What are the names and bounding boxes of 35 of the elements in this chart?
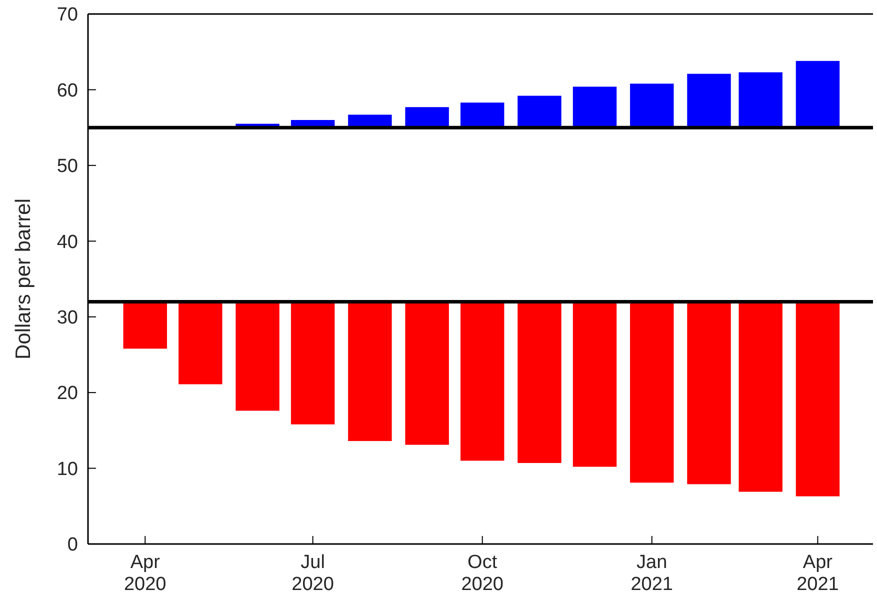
x-tick-label: Jan 2021 [630, 552, 674, 595]
bar [123, 302, 167, 349]
bar [518, 96, 562, 128]
bar [630, 84, 674, 128]
y-tick-label: 50 [56, 156, 78, 178]
y-tick-label: 60 [56, 80, 78, 102]
bar [236, 302, 280, 411]
bar [518, 302, 562, 463]
bar [460, 302, 504, 461]
y-axis-title: Dollars per barrel [12, 198, 35, 360]
bar [687, 74, 731, 128]
bar [738, 302, 782, 492]
bar [687, 302, 731, 484]
y-tick-label: 30 [56, 308, 78, 329]
bar [348, 302, 392, 442]
bar [738, 72, 782, 128]
y-tick-label: 40 [56, 232, 78, 253]
x-tick-label: Oct 2020 [461, 552, 504, 595]
bar [796, 60, 840, 128]
y-tick-label: 70 [56, 4, 78, 26]
bar [178, 302, 222, 384]
y-tick-label: 0 [67, 534, 78, 556]
y-tick-label: 10 [56, 458, 78, 480]
x-tick-label: Apr 2020 [124, 552, 166, 595]
x-tick-label: Apr 2021 [796, 552, 839, 595]
bar [572, 302, 617, 467]
bar [405, 302, 449, 445]
bar [290, 302, 335, 424]
bar [572, 86, 617, 128]
y-tick-label: 20 [56, 383, 78, 404]
bar [796, 302, 840, 496]
x-tick-label: Jul 2020 [292, 552, 334, 595]
bar [460, 102, 504, 128]
bar [630, 302, 674, 483]
bar [405, 107, 449, 128]
